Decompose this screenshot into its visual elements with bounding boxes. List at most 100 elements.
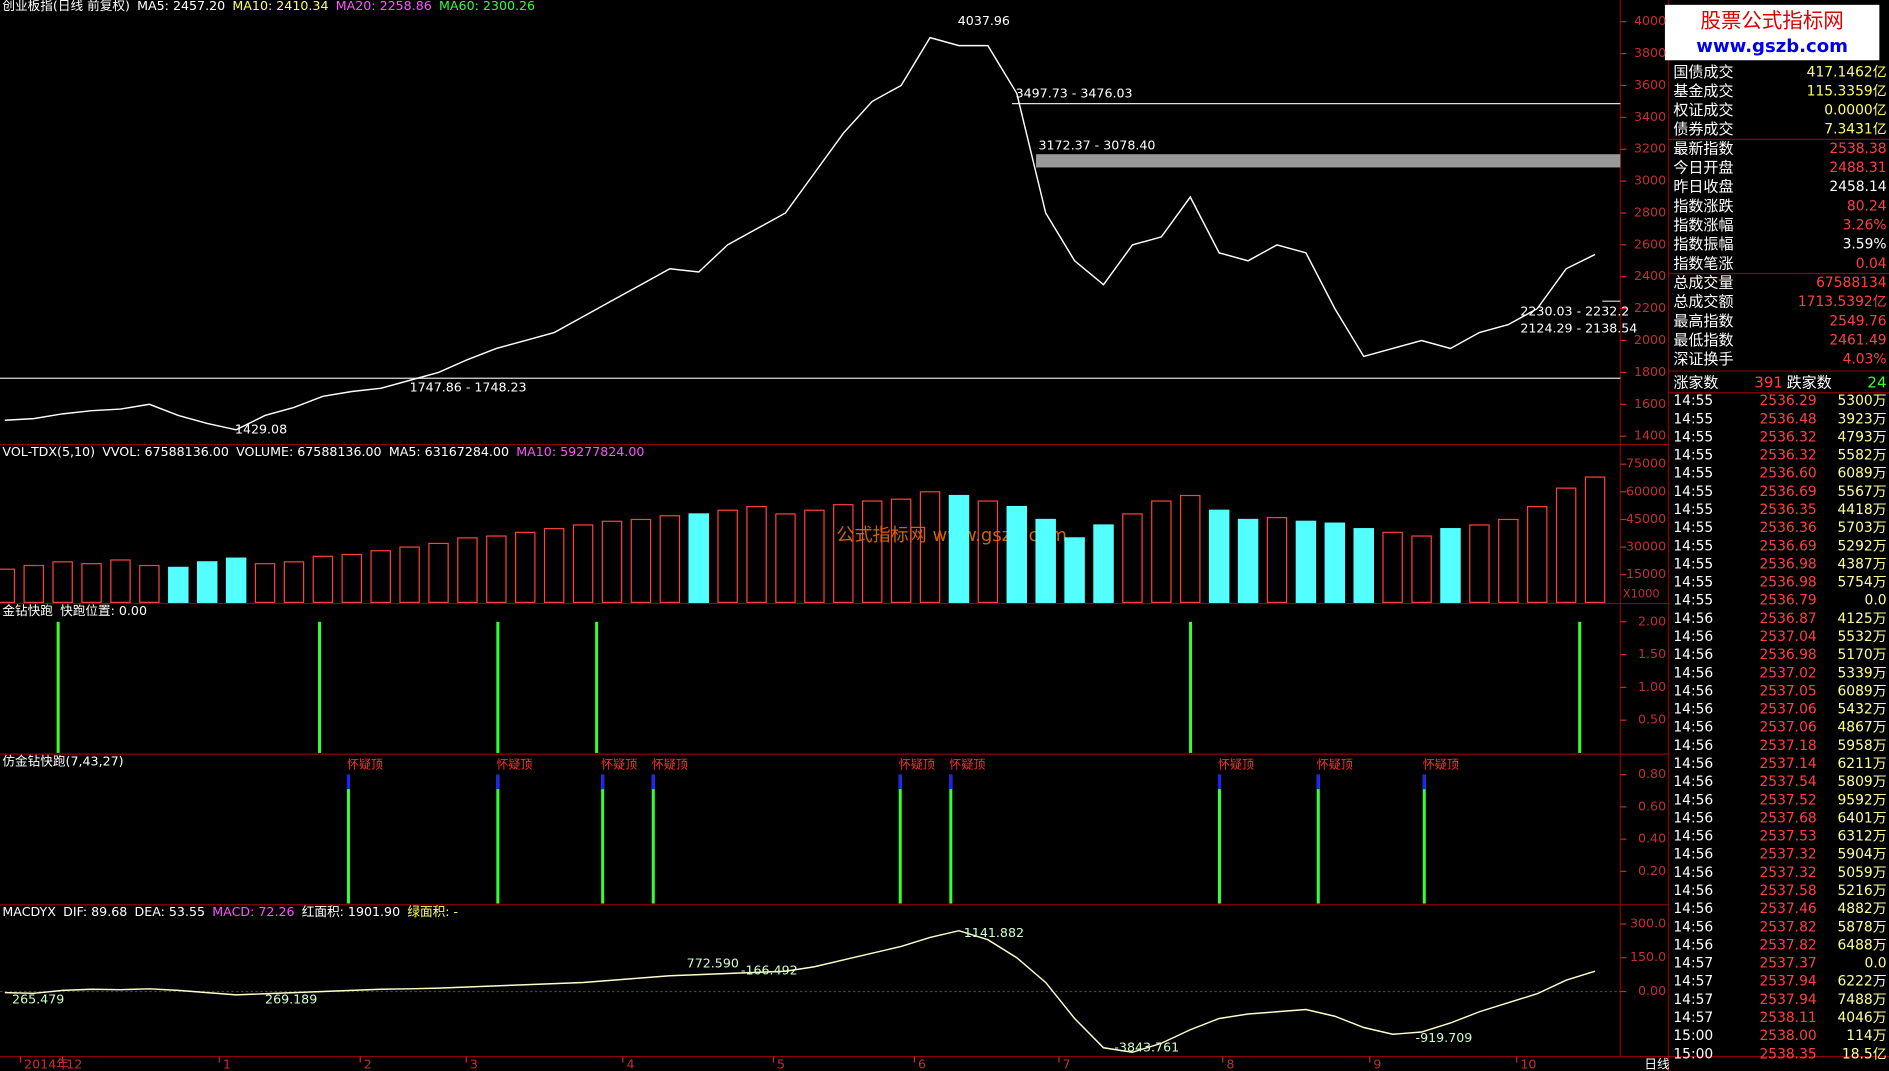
y-tick-label: 1.50: [1638, 646, 1666, 661]
volume-bar: [919, 491, 941, 603]
tick-time: 14:55: [1673, 448, 1713, 464]
signal-bar: [601, 774, 605, 904]
tick-time: 14:57: [1673, 974, 1713, 990]
signal-bar: [1189, 621, 1193, 753]
panel-title: 金钻快跑: [2, 602, 53, 617]
volume-bar: [1237, 518, 1259, 603]
tick-price: 2537.02: [1759, 665, 1816, 681]
stat-label: 最新指数: [1673, 139, 1733, 157]
tick-time: 14:56: [1673, 919, 1713, 935]
stat-value: 4.03%: [1843, 352, 1887, 368]
stat-value: 2538.38: [1829, 141, 1886, 157]
y-tick-label: 1600: [1634, 396, 1666, 411]
signal-bar: [318, 621, 322, 753]
tick-time: 14:56: [1673, 720, 1713, 736]
signal-bar: [346, 774, 350, 904]
tick-volume: 5170万: [1838, 647, 1887, 663]
legend-entry: 红面积: 1901.90: [302, 903, 400, 918]
y-tick-label: 1800: [1634, 364, 1666, 379]
volume-bar: [977, 500, 999, 603]
volume-bar: [1469, 524, 1490, 603]
y-tick-label: 2200: [1634, 300, 1666, 315]
legend-entry: 绿面积: -: [407, 903, 458, 918]
legend-entry: 快跑位置: 0.00: [60, 602, 147, 617]
volume-bar: [399, 546, 420, 603]
stat-label: 总成交额: [1673, 293, 1733, 311]
volume-bar: [659, 515, 681, 603]
tick-time: 14:55: [1673, 520, 1713, 536]
tick-volume: 4418万: [1838, 502, 1887, 518]
stat-label: 最高指数: [1673, 312, 1733, 330]
signal-cap: [898, 774, 902, 790]
y-tick-label: 0.00: [1638, 983, 1666, 998]
volume-bar: [1555, 487, 1577, 603]
tick-price: 2537.32: [1759, 847, 1816, 863]
volume-bar: [52, 561, 73, 603]
tick-price: 2536.36: [1759, 520, 1816, 536]
signal-bar: [56, 621, 60, 753]
y-tick-label: 60000: [1626, 483, 1666, 498]
tick-volume: 6089万: [1838, 683, 1887, 699]
time-label: 5: [777, 1056, 785, 1071]
stat-value: 67588134: [1816, 275, 1887, 291]
time-label: 4: [626, 1056, 634, 1071]
volume-bar: [196, 561, 218, 603]
tick-time: 15:00: [1673, 1046, 1713, 1062]
tick-price: 2537.82: [1759, 919, 1816, 935]
signal-label: 怀疑顶: [496, 757, 532, 772]
tick-price: 2537.58: [1759, 883, 1816, 899]
tick-time: 14:57: [1673, 1010, 1713, 1026]
signal-cap: [346, 774, 350, 790]
signal-bar: [1578, 621, 1582, 753]
y-tick-label: 3200: [1634, 141, 1666, 156]
volume-bar: [775, 513, 796, 603]
watermark-site: 股票公式指标网: [1701, 9, 1844, 33]
price-line: [4, 36, 1596, 431]
y-tick-label: 3800: [1634, 45, 1666, 60]
tick-time: 14:56: [1673, 611, 1713, 627]
volume-bar: [312, 555, 334, 603]
signal-label: 怀疑顶: [1218, 757, 1254, 772]
tick-volume: 5216万: [1838, 883, 1887, 899]
volume-bar: [630, 518, 652, 603]
annotation: -919.709: [1416, 1030, 1473, 1045]
volume-bar: [1266, 517, 1288, 603]
signal-cap: [1217, 774, 1221, 790]
panel-title: VOL-TDX(5,10): [2, 443, 95, 458]
y-tick-label: 1.00: [1638, 679, 1666, 694]
tick-price: 2536.98: [1759, 575, 1816, 591]
tick-time: 14:56: [1673, 901, 1713, 917]
tick-volume: 5754万: [1838, 575, 1887, 591]
stat-label: 总成交量: [1673, 273, 1733, 291]
tick-volume: 114万: [1846, 1028, 1886, 1044]
tick-time: 14:56: [1673, 865, 1713, 881]
tick-time: 14:56: [1673, 665, 1713, 681]
tick-volume: 5532万: [1838, 629, 1887, 645]
annotation: 1141.882: [964, 925, 1024, 940]
stat-label: 最低指数: [1673, 331, 1733, 349]
panel-header: 金钻快跑 快跑位置: 0.00: [2, 602, 147, 617]
time-label: 8: [1226, 1056, 1234, 1071]
stat-label: 指数振幅: [1673, 235, 1733, 253]
tick-price: 2537.94: [1759, 992, 1816, 1008]
volume-bar: [1353, 528, 1374, 603]
period-label: 日线: [1644, 1056, 1670, 1071]
watermark-box: [1664, 4, 1880, 61]
tick-time: 14:55: [1673, 593, 1713, 609]
panel-header: 创业板指(日线 前复权) MA5: 2457.20 MA10: 2410.34 MA2…: [2, 0, 535, 13]
volume-bar: [1006, 505, 1028, 603]
legend-entry: MACD: 72.26: [212, 903, 294, 918]
tick-volume: 6401万: [1838, 810, 1887, 826]
tick-volume: 5300万: [1838, 393, 1887, 409]
signal-label: 怀疑顶: [601, 757, 637, 772]
legend-entry: VOLUME: 67588136.00: [236, 443, 381, 458]
y-tick-label: 3400: [1634, 109, 1666, 124]
stat-value: 3.26%: [1843, 218, 1887, 234]
stat-label: 指数涨幅: [1673, 216, 1733, 234]
signal-cap: [1316, 774, 1320, 790]
volume-bar: [370, 550, 391, 603]
tick-price: 2536.98: [1759, 647, 1816, 663]
volume-bar: [833, 504, 854, 603]
time-label: 2: [364, 1056, 372, 1071]
